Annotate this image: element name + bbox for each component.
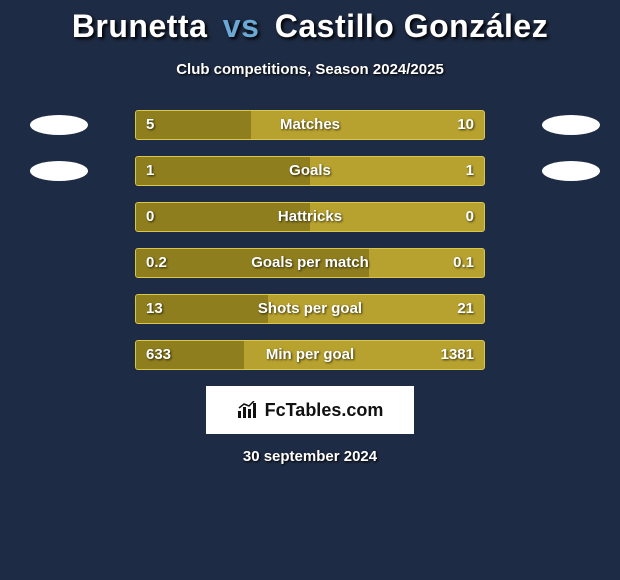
stat-row: 1Goals1 — [0, 154, 620, 188]
subtitle: Club competitions, Season 2024/2025 — [0, 61, 620, 78]
stat-label: Min per goal — [136, 341, 484, 369]
stat-row: 13Shots per goal21 — [0, 292, 620, 326]
team-logo-left — [30, 161, 88, 181]
vs-label: vs — [217, 8, 266, 44]
stat-label: Goals per match — [136, 249, 484, 277]
date-label: 30 september 2024 — [0, 448, 620, 465]
stat-bar: 633Min per goal1381 — [135, 340, 485, 370]
stat-bar: 13Shots per goal21 — [135, 294, 485, 324]
stat-row: 0Hattricks0 — [0, 200, 620, 234]
stat-bar: 0.2Goals per match0.1 — [135, 248, 485, 278]
stat-label: Hattricks — [136, 203, 484, 231]
stat-right-value: 1381 — [441, 341, 474, 369]
team-logo-left — [30, 115, 88, 135]
player1-name: Brunetta — [72, 8, 208, 44]
stat-bar: 0Hattricks0 — [135, 202, 485, 232]
stat-label: Shots per goal — [136, 295, 484, 323]
player2-name: Castillo González — [275, 8, 548, 44]
stat-right-value: 10 — [457, 111, 474, 139]
stat-right-value: 21 — [457, 295, 474, 323]
stat-right-value: 0.1 — [453, 249, 474, 277]
stat-bar: 5Matches10 — [135, 110, 485, 140]
brand-badge: FcTables.com — [206, 386, 414, 434]
stat-right-value: 1 — [466, 157, 474, 185]
chart-icon — [237, 401, 259, 419]
page-title: Brunetta vs Castillo González — [0, 0, 620, 45]
team-logo-right — [542, 161, 600, 181]
brand-text: FcTables.com — [265, 400, 384, 421]
stat-row: 633Min per goal1381 — [0, 338, 620, 372]
team-logo-right — [542, 115, 600, 135]
stat-row: 0.2Goals per match0.1 — [0, 246, 620, 280]
stat-row: 5Matches10 — [0, 108, 620, 142]
stat-right-value: 0 — [466, 203, 474, 231]
stat-label: Goals — [136, 157, 484, 185]
stat-label: Matches — [136, 111, 484, 139]
stats-chart: 5Matches101Goals10Hattricks00.2Goals per… — [0, 108, 620, 372]
stat-bar: 1Goals1 — [135, 156, 485, 186]
